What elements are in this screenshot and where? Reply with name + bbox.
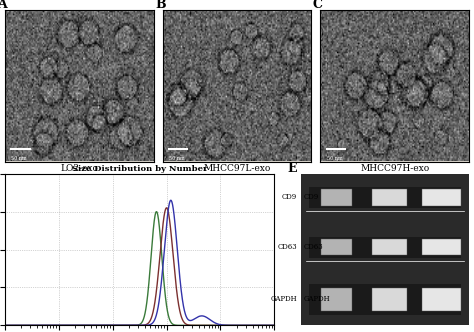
Text: 50 nm: 50 nm [169, 155, 184, 161]
Bar [321, 189, 353, 206]
Bar [422, 239, 461, 255]
Bar [309, 236, 461, 258]
Title: Size Distribution by Number: Size Distribution by Number [72, 165, 207, 173]
Bar [372, 239, 407, 255]
Text: C: C [313, 0, 323, 11]
Bar [422, 239, 461, 255]
Text: 50 nm: 50 nm [327, 155, 342, 161]
Bar [422, 189, 461, 206]
Bar [321, 239, 353, 255]
Text: B: B [155, 0, 166, 11]
Bar [309, 187, 461, 208]
Text: E: E [287, 162, 297, 175]
Bar [309, 284, 461, 315]
Bar [372, 288, 407, 311]
Bar [321, 288, 353, 311]
Text: GAPDH: GAPDH [271, 295, 297, 303]
Bar [321, 288, 353, 311]
X-axis label: MHCC97L-exo: MHCC97L-exo [203, 164, 271, 173]
Text: CD9: CD9 [282, 194, 297, 202]
Bar [321, 239, 353, 255]
Bar [372, 189, 407, 206]
Bar [422, 288, 461, 311]
Bar [422, 189, 461, 206]
X-axis label: LO2-exo: LO2-exo [60, 164, 98, 173]
Text: 50 nm: 50 nm [11, 155, 27, 161]
Bar [372, 288, 407, 311]
Text: CD63: CD63 [304, 243, 324, 251]
Bar [321, 189, 353, 206]
Bar [422, 288, 461, 311]
Text: CD9: CD9 [304, 194, 319, 202]
Text: A: A [0, 0, 7, 11]
Text: GAPDH: GAPDH [304, 295, 331, 303]
Bar [372, 189, 407, 206]
Bar [372, 239, 407, 255]
Text: CD63: CD63 [278, 243, 297, 251]
X-axis label: MHCC97H-exo: MHCC97H-exo [360, 164, 429, 173]
